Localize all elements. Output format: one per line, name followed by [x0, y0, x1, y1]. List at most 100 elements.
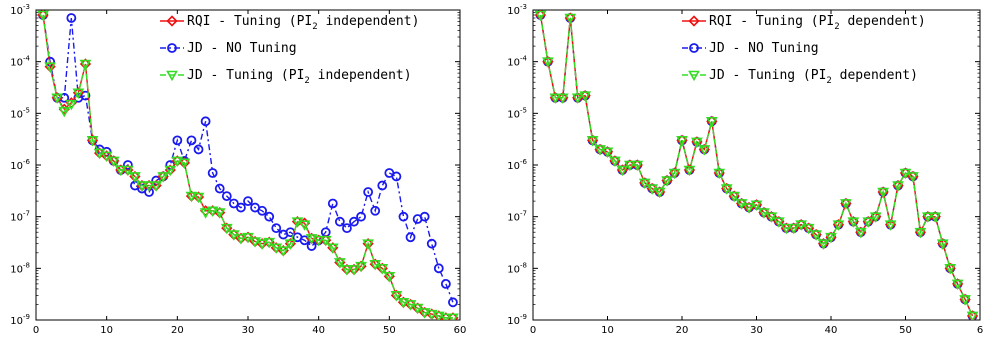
y-tick-label: 10-7 — [10, 210, 30, 224]
data-point — [66, 13, 77, 23]
legend-marker — [688, 70, 700, 82]
y-tick-label: 10-3 — [10, 3, 30, 17]
data-point — [448, 297, 458, 308]
legend-marker — [166, 70, 178, 82]
series-triangle-down — [534, 10, 979, 320]
right-chart-panel: 0 10 20 30 40 50 6 10-9 10-8 10-7 10-6 10-5 10-4 10-3… — [507, 3, 983, 336]
legend-marker — [689, 43, 699, 53]
data-point — [439, 313, 452, 320]
data-point — [193, 144, 204, 155]
data-point — [713, 168, 726, 180]
data-point — [86, 136, 99, 147]
x-tick-label: 20 — [171, 325, 184, 336]
data-point — [661, 176, 673, 187]
legend-entry: JD - NO Tuning — [160, 41, 297, 56]
data-point — [907, 172, 919, 183]
legend-entry: JD - NO Tuning — [682, 41, 819, 56]
data-point — [93, 148, 106, 160]
data-point — [832, 220, 845, 231]
data-point — [171, 156, 184, 168]
data-point — [178, 158, 191, 169]
x-tick-label: 20 — [676, 325, 689, 336]
data-point — [840, 199, 852, 210]
data-point — [787, 223, 800, 235]
data-point — [51, 93, 64, 104]
legend-label: JD - Tuning (PI2 dependent) — [709, 68, 918, 86]
data-point — [370, 205, 381, 216]
data-point — [549, 93, 562, 104]
x-tick-label: 60 — [454, 325, 467, 336]
data-point — [914, 227, 927, 239]
data-point — [944, 264, 957, 275]
legend-label: RQI - Tuning (PI2 independent) — [187, 14, 419, 32]
data-point — [780, 223, 793, 235]
data-point — [676, 136, 688, 147]
x-tick-label: 30 — [750, 325, 763, 336]
series-line — [42, 14, 453, 319]
data-point — [298, 220, 311, 231]
data-point — [257, 205, 268, 216]
data-point — [936, 239, 949, 250]
data-point — [616, 165, 629, 177]
y-tick-label: 10-6 — [10, 158, 30, 172]
data-point — [271, 223, 282, 234]
data-point — [571, 93, 584, 104]
axes-frame — [532, 9, 981, 321]
data-point — [305, 234, 318, 245]
x-tick-label: 0 — [530, 325, 536, 336]
data-point — [185, 191, 198, 203]
x-tick-label: 30 — [242, 325, 255, 336]
data-point — [668, 168, 681, 180]
data-point — [447, 313, 459, 320]
y-tick-label: 10-4 — [507, 55, 527, 69]
legend-entry: JD - Tuning (PI2 independent) — [160, 68, 412, 86]
data-point — [601, 147, 614, 158]
data-point — [440, 278, 451, 289]
data-point — [333, 258, 346, 269]
data-point — [206, 206, 219, 217]
data-point — [377, 180, 388, 191]
y-tick-label: 10-5 — [10, 106, 30, 120]
data-point — [249, 237, 261, 248]
data-point — [825, 232, 837, 244]
data-point — [44, 62, 57, 73]
data-point — [213, 208, 226, 219]
data-point — [376, 264, 389, 275]
data-point — [921, 212, 934, 223]
legend-marker — [166, 15, 178, 27]
data-point — [884, 220, 897, 231]
data-point — [264, 211, 275, 222]
data-point — [157, 172, 170, 183]
y-tick-label: 10-4 — [10, 55, 30, 69]
x-tick-label: 40 — [825, 325, 838, 336]
data-point — [847, 217, 860, 228]
x-tick-label: 10 — [100, 325, 113, 336]
data-point — [214, 183, 225, 194]
data-point — [966, 311, 979, 320]
series-diamond — [534, 10, 979, 320]
data-point — [144, 187, 154, 197]
data-point — [405, 232, 416, 243]
data-point — [221, 191, 232, 202]
data-point — [122, 160, 133, 170]
data-point — [683, 165, 696, 177]
data-point — [609, 156, 621, 168]
data-point — [390, 291, 403, 302]
data-point — [772, 217, 785, 228]
x-tick-label: 50 — [383, 325, 396, 336]
axes-frame — [35, 9, 461, 321]
data-point — [356, 211, 366, 222]
data-point — [129, 172, 141, 183]
data-point — [426, 238, 437, 249]
data-point — [355, 261, 367, 273]
data-point — [341, 265, 353, 276]
series-line — [539, 14, 974, 317]
data-point — [720, 184, 733, 195]
data-point — [951, 279, 964, 291]
data-point — [342, 223, 352, 234]
data-point — [236, 202, 246, 213]
data-point — [877, 187, 890, 199]
data-point — [235, 234, 247, 245]
data-point — [586, 136, 599, 147]
data-point — [284, 239, 297, 250]
